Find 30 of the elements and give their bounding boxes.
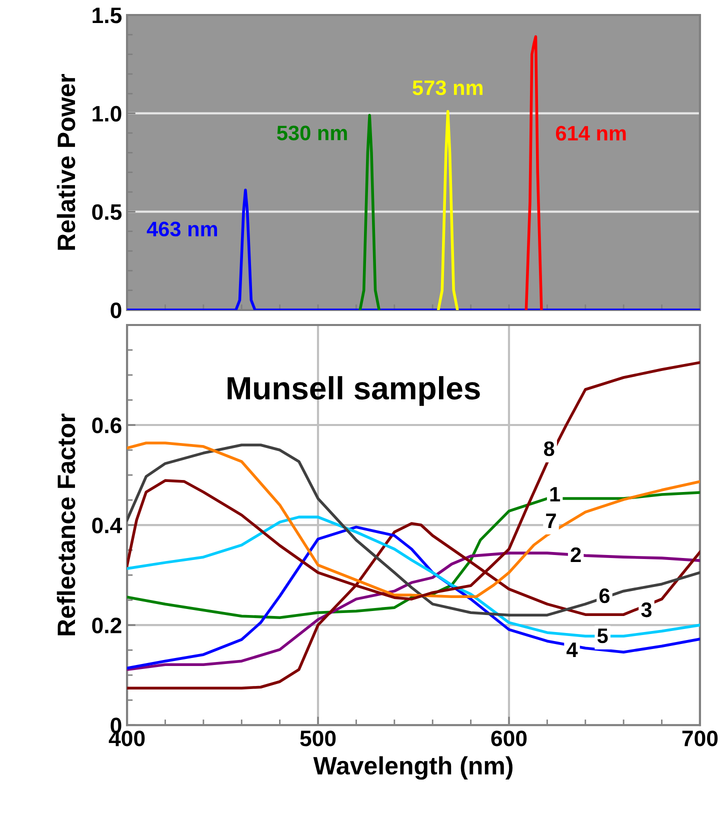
- series-label: 463 nm: [146, 222, 218, 236]
- x-axis-title: Wavelength (nm): [313, 756, 512, 780]
- series-label: 530 nm: [277, 126, 347, 140]
- text: Munsell samples: [228, 376, 480, 406]
- series-label: 3: [641, 602, 652, 618]
- series-label: 8: [544, 441, 554, 456]
- series-label: 1: [550, 487, 560, 502]
- y-tick-label: 0: [110, 302, 122, 318]
- series-label: 573 nm: [412, 80, 482, 96]
- y-axis-title: Relative Power: [56, 74, 76, 250]
- series-label: 5: [597, 628, 608, 644]
- x-tick-label: 600: [491, 730, 527, 746]
- series-label: 7: [546, 514, 556, 528]
- y-tick-label: 0.6: [92, 418, 122, 434]
- y-axis-title: Reflectance Factor: [56, 414, 76, 636]
- y-tick-label: 1.5: [92, 8, 122, 24]
- series-label: 2: [570, 547, 581, 562]
- line-series: [358, 114, 381, 310]
- series-label: 614 nm: [556, 126, 626, 141]
- series-label: 6: [599, 588, 610, 604]
- line-series: [524, 35, 543, 310]
- y-tick-label: 0.5: [92, 204, 122, 220]
- line-series: [436, 110, 459, 310]
- series-label: 4: [566, 642, 578, 657]
- x-tick-label: 500: [300, 730, 336, 746]
- y-tick-label: 1.0: [92, 106, 122, 122]
- y-tick-label: 0.4: [92, 518, 122, 534]
- x-tick-label: 700: [682, 730, 718, 746]
- y-tick-label: 0.2: [92, 618, 122, 634]
- x-tick-label: 400: [108, 730, 145, 746]
